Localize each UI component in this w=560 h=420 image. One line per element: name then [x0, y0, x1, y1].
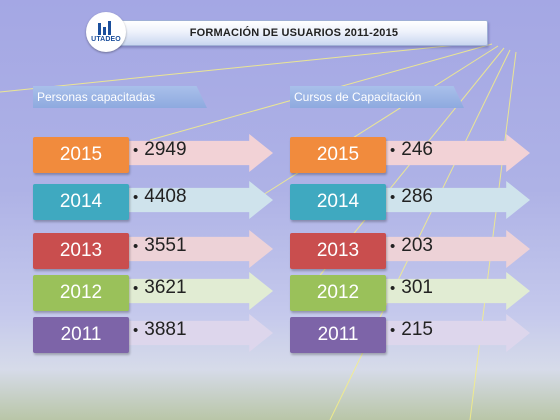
value-text: 246 [401, 139, 433, 160]
year-value: • 3881 [133, 319, 187, 341]
year-value: • 3621 [133, 277, 187, 299]
year-value: • 246 [390, 139, 433, 161]
bullet-icon: • [133, 188, 139, 206]
year-row: 2011 • 215 [290, 314, 530, 353]
year-label: 2012 [33, 275, 129, 311]
value-text: 286 [401, 186, 433, 207]
section-label: Personas capacitadas [33, 86, 207, 108]
value-text: 301 [401, 277, 433, 298]
year-label: 2014 [33, 184, 129, 220]
section-label: Cursos de Capacitación [290, 86, 464, 108]
bullet-icon: • [390, 188, 396, 206]
year-value: • 3551 [133, 235, 187, 257]
value-text: 4408 [144, 186, 187, 207]
year-row: 2015 • 2949 [33, 134, 273, 173]
title-bar: FORMACIÓN DE USUARIOS 2011-2015 [100, 20, 488, 46]
value-text: 3621 [144, 277, 187, 298]
bullet-icon: • [133, 141, 139, 159]
bullet-icon: • [390, 321, 396, 339]
value-text: 203 [401, 235, 433, 256]
bullet-icon: • [133, 279, 139, 297]
year-label: 2015 [290, 137, 386, 173]
year-row: 2014 • 4408 [33, 181, 273, 220]
bullet-icon: • [390, 237, 396, 255]
year-value: • 215 [390, 319, 433, 341]
value-text: 3881 [144, 319, 187, 340]
page-title: FORMACIÓN DE USUARIOS 2011-2015 [189, 27, 399, 39]
year-label: 2011 [290, 317, 386, 353]
year-row: 2013 • 3551 [33, 230, 273, 269]
year-row: 2015 • 246 [290, 134, 530, 173]
bullet-icon: • [390, 279, 396, 297]
year-label: 2015 [33, 137, 129, 173]
value-text: 3551 [144, 235, 187, 256]
year-row: 2013 • 203 [290, 230, 530, 269]
value-text: 2949 [144, 139, 187, 160]
utadeo-logo: UTADEO [86, 12, 126, 52]
year-value: • 286 [390, 186, 433, 208]
logo-text: UTADEO [91, 36, 121, 43]
year-label: 2014 [290, 184, 386, 220]
year-label: 2011 [33, 317, 129, 353]
year-label: 2012 [290, 275, 386, 311]
year-value: • 2949 [133, 139, 187, 161]
year-row: 2012 • 301 [290, 272, 530, 311]
bullet-icon: • [133, 237, 139, 255]
year-value: • 301 [390, 277, 433, 299]
bullet-icon: • [390, 141, 396, 159]
year-value: • 4408 [133, 186, 187, 208]
bullet-icon: • [133, 321, 139, 339]
year-label: 2013 [33, 233, 129, 269]
value-text: 215 [401, 319, 433, 340]
year-row: 2014 • 286 [290, 181, 530, 220]
year-row: 2012 • 3621 [33, 272, 273, 311]
logo-bars-icon [98, 21, 114, 35]
year-value: • 203 [390, 235, 433, 257]
year-label: 2013 [290, 233, 386, 269]
year-row: 2011 • 3881 [33, 314, 273, 353]
